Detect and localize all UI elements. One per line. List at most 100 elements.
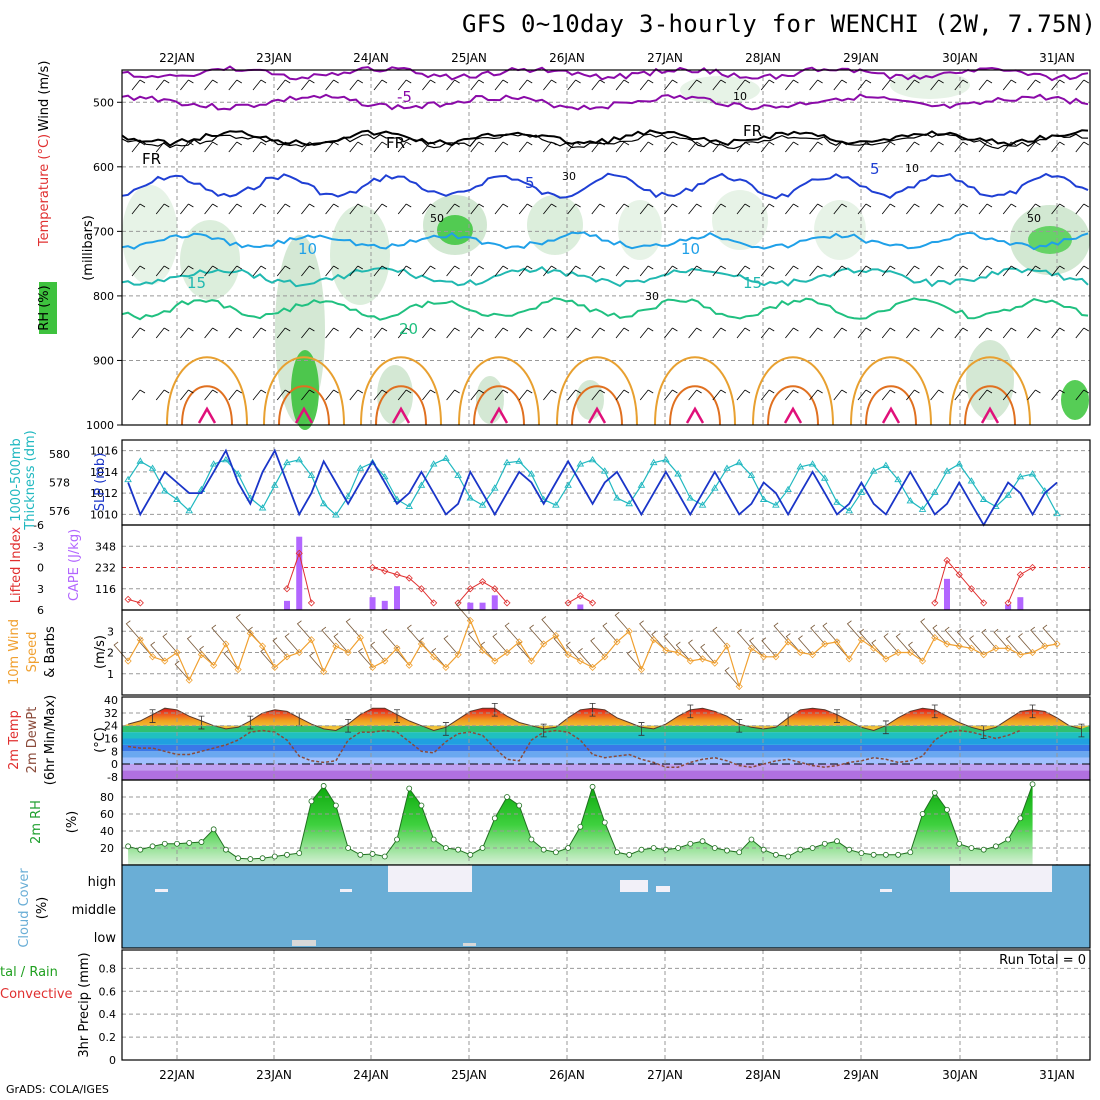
wind-barb xyxy=(614,611,630,632)
wind-barb xyxy=(785,141,799,153)
thickness-point xyxy=(283,458,291,466)
temperature-contour xyxy=(121,265,1089,288)
wind-barb xyxy=(113,641,129,662)
panel-labels: Temperature (°C) Wind (m/s) RH (%) (milliba… xyxy=(0,61,108,1058)
wind-speed-point xyxy=(698,655,707,663)
wind-barb xyxy=(930,203,944,215)
wind-barb xyxy=(1017,633,1033,653)
wind-barb xyxy=(906,327,920,339)
wind-barb xyxy=(591,389,606,401)
wind-barb xyxy=(736,203,751,215)
temp-tick-label: 16 xyxy=(104,733,118,746)
thickness-point xyxy=(710,484,719,491)
high-cloud-block xyxy=(416,865,440,880)
wind-barb xyxy=(422,327,436,339)
wind-speed-point xyxy=(307,636,316,644)
minmax-errorbar xyxy=(687,704,694,719)
wind-barb xyxy=(349,327,364,339)
thickness-point xyxy=(148,464,157,471)
hot-contour xyxy=(391,406,411,424)
wind-speed-point xyxy=(723,642,731,650)
thickness-point xyxy=(772,501,780,508)
wind-barb xyxy=(760,141,775,153)
thickness-point xyxy=(796,463,805,470)
wind-barb xyxy=(954,141,969,153)
wind-speed-point xyxy=(540,640,548,648)
contour-label: FR xyxy=(142,150,161,168)
lifted-index-point xyxy=(405,574,413,582)
wind-barb xyxy=(565,641,581,662)
precip-tick-label: 0.6 xyxy=(99,985,117,998)
rh-point xyxy=(992,843,999,850)
wind-barb xyxy=(1002,141,1017,153)
wind-speed-point xyxy=(1016,651,1024,659)
pressure-tick-label: 700 xyxy=(93,225,114,238)
wind-barb xyxy=(1002,327,1017,339)
li-tick-label: 3 xyxy=(37,583,44,596)
upper-bg xyxy=(122,70,1090,425)
wind-barb xyxy=(252,141,267,153)
wind-barb xyxy=(736,327,751,339)
wind-barb xyxy=(228,327,243,339)
wind-barb xyxy=(639,389,654,401)
thickness-point xyxy=(344,492,352,500)
hot-contour xyxy=(197,406,217,424)
wind-speed-point xyxy=(980,651,988,659)
thickness-point xyxy=(319,499,328,507)
lifted-index-line xyxy=(127,598,141,604)
minmax-errorbar xyxy=(442,722,449,736)
wind-barb xyxy=(773,622,789,643)
thickness-tick-label: 578 xyxy=(49,477,70,490)
wind-barb xyxy=(615,141,630,153)
temp-tick-label: -8 xyxy=(107,771,118,784)
wind-barb xyxy=(446,327,460,339)
rh-point xyxy=(235,855,242,862)
cape-tick-label: 116 xyxy=(95,583,116,596)
wind-barb xyxy=(422,79,436,91)
rh-point xyxy=(406,785,413,792)
wind-barb xyxy=(518,141,533,153)
wind-barb xyxy=(276,141,291,153)
rh-axis-label: RH (%) xyxy=(37,285,52,330)
wind-speed-point xyxy=(821,640,829,648)
wind-barb xyxy=(543,79,557,91)
wind-speed-point xyxy=(393,644,401,652)
thickness-point xyxy=(552,501,560,508)
wind-barb xyxy=(131,265,146,277)
wind-speed-point xyxy=(173,648,181,657)
wind-barb xyxy=(1027,79,1041,91)
rh-point xyxy=(345,845,352,851)
wind-barb xyxy=(833,327,848,339)
wind-barb xyxy=(373,141,388,153)
wind-barb xyxy=(397,389,412,401)
wind-speed-point xyxy=(662,646,670,654)
wind-barb xyxy=(180,79,194,91)
lifted-index-line xyxy=(1007,567,1033,604)
wind-barb xyxy=(881,203,896,215)
wind-panel: 3 2 1 xyxy=(107,601,1091,696)
wind-barb xyxy=(615,79,630,91)
wind-speed-point xyxy=(931,634,939,642)
wind-barb xyxy=(712,203,727,215)
wind-barb xyxy=(470,79,485,91)
high-cloud-block xyxy=(880,889,892,892)
wind-barb xyxy=(518,327,533,339)
wind-barb xyxy=(906,265,920,277)
thickness-point xyxy=(625,499,634,507)
wind-speed-point xyxy=(442,663,450,671)
wind-barb xyxy=(325,79,339,91)
rh-point xyxy=(528,836,535,843)
wind-speed-point xyxy=(491,657,499,665)
wind-axis-label: Wind (m/s) xyxy=(37,61,52,132)
wind-barb xyxy=(809,203,823,215)
wind-speed-point xyxy=(136,636,144,644)
thickness-line xyxy=(127,457,1058,517)
thickness-point xyxy=(160,487,169,494)
cape-bar xyxy=(467,602,474,610)
wind-speed-point xyxy=(918,657,927,665)
rh-point xyxy=(504,794,510,800)
date-label-top: 30JAN xyxy=(942,51,978,65)
cloud-axis-label: Cloud Cover xyxy=(17,868,32,948)
contour-label: 5 xyxy=(525,174,535,192)
wind-barb xyxy=(1002,389,1017,401)
